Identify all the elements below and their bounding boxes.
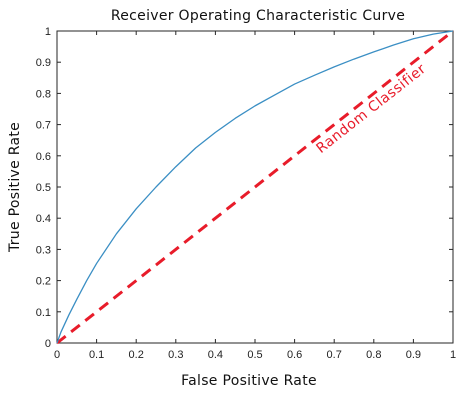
x-axis-ticks: 0 0.1 0.2 0.3 0.4 0.5 0.6 0.7 0.8 0.9 1 bbox=[54, 31, 456, 361]
y-tick-label: 0.3 bbox=[36, 244, 51, 256]
x-tick-label: 0.7 bbox=[327, 349, 342, 361]
x-tick-label: 0.8 bbox=[366, 349, 381, 361]
y-tick-label: 0.7 bbox=[36, 120, 51, 132]
chart-title: Receiver Operating Characteristic Curve bbox=[111, 8, 405, 24]
y-tick-label: 0.6 bbox=[36, 151, 51, 163]
y-tick-label: 0.8 bbox=[36, 88, 51, 100]
y-tick-label: 0 bbox=[45, 338, 51, 350]
random-classifier-annotation: Random Classifier bbox=[313, 61, 429, 157]
x-tick-label: 0.1 bbox=[89, 349, 104, 361]
y-tick-label: 0.5 bbox=[36, 182, 51, 194]
y-axis-label: True Positive Rate bbox=[7, 122, 23, 253]
x-tick-label: 1 bbox=[450, 349, 456, 361]
x-tick-label: 0 bbox=[54, 349, 60, 361]
x-axis-label: False Positive Rate bbox=[181, 373, 317, 389]
roc-curve-line bbox=[56, 30, 454, 344]
x-tick-label: 0.3 bbox=[168, 349, 183, 361]
y-tick-label: 0.4 bbox=[36, 213, 51, 225]
y-tick-label: 0.2 bbox=[36, 276, 51, 288]
series-layer bbox=[56, 29, 454, 345]
y-axis-ticks: 0 0.1 0.2 0.3 0.4 0.5 0.6 0.7 0.8 0.9 1 bbox=[36, 26, 453, 350]
y-tick-label: 0.9 bbox=[36, 57, 51, 69]
x-tick-label: 0.6 bbox=[287, 349, 302, 361]
y-tick-label: 0.1 bbox=[36, 307, 51, 319]
x-tick-label: 0.4 bbox=[208, 349, 223, 361]
y-tick-label: 1 bbox=[45, 26, 51, 38]
x-tick-label: 0.9 bbox=[406, 349, 421, 361]
random-classifier-line bbox=[56, 29, 454, 345]
x-tick-label: 0.5 bbox=[247, 349, 262, 361]
x-tick-label: 0.2 bbox=[129, 349, 144, 361]
